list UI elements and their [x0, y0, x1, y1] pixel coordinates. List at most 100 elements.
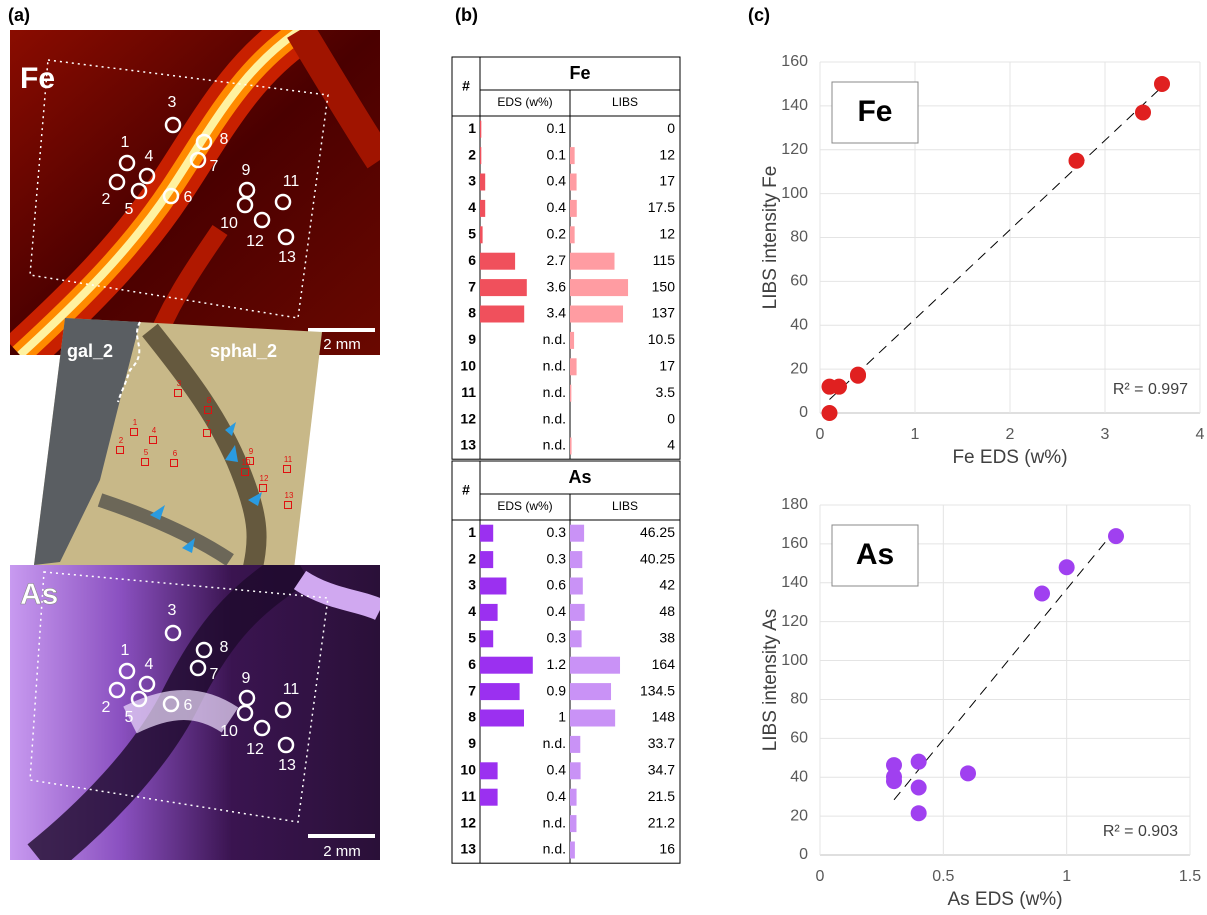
eds-value: n.d. — [543, 437, 566, 453]
point — [1135, 104, 1151, 121]
point — [1068, 152, 1085, 169]
eds-value: 0.1 — [547, 146, 567, 162]
point — [831, 378, 847, 395]
photo-marker-label: 6 — [173, 449, 178, 458]
marker-label: 13 — [278, 249, 296, 266]
libs-value: 0 — [667, 410, 675, 426]
y-tick-label: 140 — [781, 97, 808, 114]
row-number: 2 — [468, 146, 476, 162]
libs-bar — [570, 331, 575, 349]
marker-label: 8 — [220, 131, 229, 148]
row-number: 3 — [468, 173, 476, 189]
eds-value: 0.3 — [547, 550, 567, 566]
marker-label: 6 — [184, 697, 193, 714]
point — [1034, 585, 1050, 602]
eds-bar — [480, 683, 520, 701]
marker-label: 13 — [278, 757, 296, 774]
eds-bar — [480, 305, 525, 323]
row-number: 2 — [468, 550, 476, 566]
y-axis-label: LIBS intensity Fe — [760, 166, 781, 310]
eds-bar — [480, 120, 482, 138]
libs-value: 134.5 — [640, 682, 675, 698]
table-border — [451, 56, 681, 460]
eds-value: 0.3 — [547, 524, 567, 540]
title-box — [831, 81, 919, 144]
libs-value: 150 — [652, 278, 676, 294]
table-title: As — [568, 467, 591, 487]
photo-marker — [204, 406, 212, 414]
photo-marker — [130, 428, 138, 436]
libs-bar — [570, 815, 577, 833]
libs-value: 12 — [659, 146, 675, 162]
marker — [253, 211, 271, 229]
libs-value: 0 — [667, 120, 675, 136]
row-number: 3 — [468, 577, 476, 593]
y-tick-label: 0 — [799, 846, 808, 863]
eds-value: 3.6 — [547, 278, 567, 294]
eds-bar — [480, 709, 524, 727]
row-number: 13 — [460, 841, 476, 857]
y-tick-label: 40 — [790, 768, 808, 785]
x-tick-label: 0 — [816, 868, 825, 885]
photo-label: gal_2 — [67, 341, 113, 361]
libs-bar — [570, 656, 621, 674]
libs-value: 48 — [659, 603, 675, 619]
photo-marker-label: 9 — [249, 447, 254, 456]
marker-label: 3 — [168, 94, 177, 111]
eds-value: n.d. — [543, 384, 566, 400]
annotation: R² = 0.903 — [1103, 823, 1178, 840]
x-tick-label: 2 — [1006, 426, 1015, 443]
table-header: LIBS — [612, 499, 638, 513]
photo-marker-label: 5 — [144, 448, 149, 457]
marker — [274, 701, 292, 719]
libs-value: 38 — [659, 630, 675, 646]
photo-label: sphal_2 — [210, 341, 277, 361]
x-tick-label: 1.5 — [1179, 868, 1201, 885]
row-number: 6 — [468, 252, 476, 268]
libs-value: 4 — [667, 437, 675, 453]
row-number: 10 — [460, 762, 476, 778]
point — [1108, 528, 1124, 545]
libs-value: 17 — [659, 173, 675, 189]
marker-label: 9 — [242, 670, 251, 687]
eds-bar — [480, 147, 482, 165]
chart-title: As — [856, 538, 894, 571]
marker — [274, 193, 292, 211]
point — [1154, 75, 1170, 92]
eds-bar — [480, 788, 498, 806]
row-number: 9 — [468, 331, 476, 347]
eds-value: 0.3 — [547, 630, 567, 646]
eds-value: 0.4 — [547, 788, 567, 804]
libs-bar — [570, 577, 583, 595]
photo-marker — [284, 501, 292, 509]
marker — [164, 116, 182, 134]
y-tick-label: 20 — [790, 360, 808, 377]
marker — [236, 196, 254, 214]
libs-value: 33.7 — [648, 735, 675, 751]
annotation: R² = 0.997 — [1113, 381, 1188, 398]
row-number: 5 — [468, 630, 476, 646]
row-number: 4 — [468, 603, 476, 619]
photo-marker — [170, 459, 178, 467]
marker-label: 6 — [184, 189, 193, 206]
photo-marker-label: 13 — [285, 491, 294, 500]
libs-value: 3.5 — [656, 384, 676, 400]
libs-bar — [570, 841, 575, 859]
libs-bar — [570, 630, 582, 648]
eds-value: 0.6 — [547, 577, 567, 593]
panel-label: (b) — [455, 5, 478, 25]
photo-marker-label: 10 — [242, 458, 251, 467]
row-number: 12 — [460, 814, 476, 830]
eds-value: 2.7 — [547, 252, 567, 268]
libs-bar — [570, 709, 616, 727]
libs-value: 42 — [659, 577, 675, 593]
row-number: 13 — [460, 437, 476, 453]
eds-value: n.d. — [543, 410, 566, 426]
libs-bar — [570, 683, 612, 701]
eds-value: 3.4 — [547, 305, 567, 321]
marker-label: 12 — [246, 233, 264, 250]
row-number: 4 — [468, 199, 476, 215]
photo-marker — [149, 436, 157, 444]
